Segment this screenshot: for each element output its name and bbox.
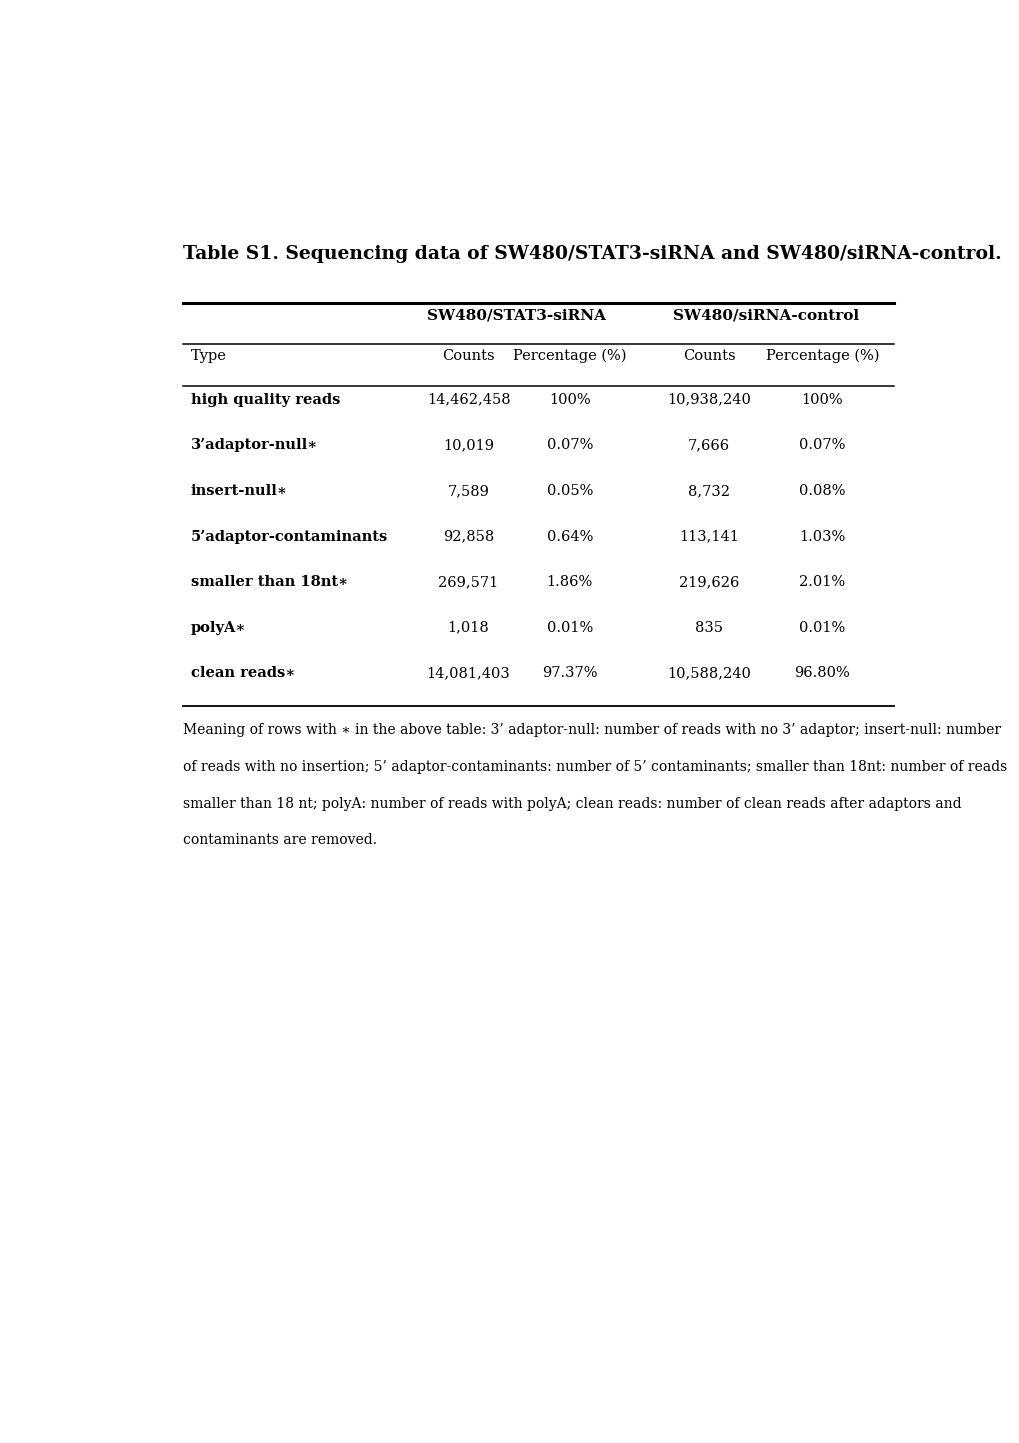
Text: Percentage (%): Percentage (%)	[513, 349, 626, 364]
Text: 10,938,240: 10,938,240	[666, 392, 751, 407]
Text: of reads with no insertion; 5’ adaptor-contaminants: number of 5’ contaminants; : of reads with no insertion; 5’ adaptor-c…	[182, 760, 1006, 773]
Text: 0.64%: 0.64%	[546, 530, 592, 544]
Text: 7,589: 7,589	[447, 483, 489, 498]
Text: 7,666: 7,666	[688, 439, 730, 452]
Text: 10,019: 10,019	[442, 439, 493, 452]
Text: clean reads∗: clean reads∗	[191, 667, 294, 680]
Text: 1.03%: 1.03%	[799, 530, 845, 544]
Text: 269,571: 269,571	[438, 576, 498, 589]
Text: 14,081,403: 14,081,403	[426, 667, 510, 680]
Text: 835: 835	[695, 620, 722, 635]
Text: high quality reads: high quality reads	[191, 392, 339, 407]
Text: insert-null∗: insert-null∗	[191, 483, 287, 498]
Text: Counts: Counts	[442, 349, 494, 364]
Text: Counts: Counts	[683, 349, 735, 364]
Text: 219,626: 219,626	[679, 576, 739, 589]
Text: smaller than 18nt∗: smaller than 18nt∗	[191, 576, 347, 589]
Text: 10,588,240: 10,588,240	[666, 667, 751, 680]
Text: 3’adaptor-null∗: 3’adaptor-null∗	[191, 439, 318, 452]
Text: 96.80%: 96.80%	[794, 667, 850, 680]
Text: 97.37%: 97.37%	[541, 667, 597, 680]
Text: 0.05%: 0.05%	[546, 483, 592, 498]
Text: Table S1. Sequencing data of SW480/STAT3-siRNA and SW480/siRNA-control.: Table S1. Sequencing data of SW480/STAT3…	[182, 245, 1001, 264]
Text: Percentage (%): Percentage (%)	[765, 349, 878, 364]
Text: 1.86%: 1.86%	[546, 576, 592, 589]
Text: 100%: 100%	[548, 392, 590, 407]
Text: 100%: 100%	[801, 392, 843, 407]
Text: 0.07%: 0.07%	[798, 439, 845, 452]
Text: Meaning of rows with ∗ in the above table: 3’ adaptor-null: number of reads with: Meaning of rows with ∗ in the above tabl…	[182, 723, 1000, 737]
Text: SW480/STAT3-siRNA: SW480/STAT3-siRNA	[427, 309, 605, 323]
Text: 0.08%: 0.08%	[798, 483, 845, 498]
Text: 0.01%: 0.01%	[799, 620, 845, 635]
Text: 0.01%: 0.01%	[546, 620, 592, 635]
Text: polyA∗: polyA∗	[191, 620, 246, 635]
Text: 1,018: 1,018	[447, 620, 489, 635]
Text: Type: Type	[191, 349, 226, 364]
Text: smaller than 18 nt; polyA: number of reads with polyA; clean reads: number of cl: smaller than 18 nt; polyA: number of rea…	[182, 797, 961, 811]
Text: 5’adaptor-contaminants: 5’adaptor-contaminants	[191, 530, 387, 544]
Text: contaminants are removed.: contaminants are removed.	[182, 834, 376, 847]
Text: 8,732: 8,732	[688, 483, 730, 498]
Text: 113,141: 113,141	[679, 530, 739, 544]
Text: 14,462,458: 14,462,458	[426, 392, 510, 407]
Text: 0.07%: 0.07%	[546, 439, 592, 452]
Text: 92,858: 92,858	[442, 530, 494, 544]
Text: 2.01%: 2.01%	[799, 576, 845, 589]
Text: SW480/siRNA-control: SW480/siRNA-control	[673, 309, 858, 323]
